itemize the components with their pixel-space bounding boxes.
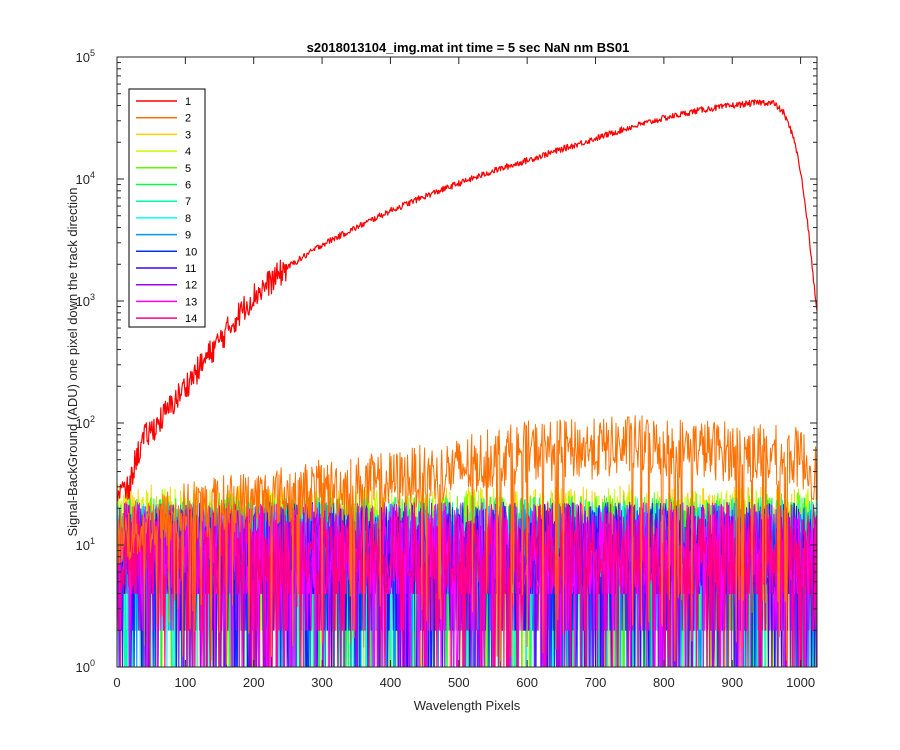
- legend-box: [128, 88, 206, 328]
- y-tick-label: 103: [76, 292, 95, 309]
- x-axis-label: Wavelength Pixels: [414, 698, 521, 713]
- y-tick-label: 102: [76, 414, 95, 431]
- legend-label-2: 2: [185, 113, 191, 125]
- legend-label-3: 3: [185, 129, 191, 141]
- x-tick-label: 700: [585, 675, 607, 690]
- series-line-1: [117, 99, 817, 502]
- x-tick-label: 1000: [786, 675, 815, 690]
- x-tick-label: 800: [653, 675, 675, 690]
- legend-label-14: 14: [185, 313, 197, 325]
- legend-label-11: 11: [185, 263, 196, 275]
- x-tick-label: 0: [113, 675, 120, 690]
- legend-label-12: 12: [185, 280, 197, 292]
- x-tick-label: 100: [175, 675, 197, 690]
- x-tick-label: 600: [516, 675, 538, 690]
- legend-label-13: 13: [185, 296, 197, 308]
- y-tick-label: 100: [76, 658, 95, 675]
- legend-label-9: 9: [185, 230, 191, 242]
- x-tick-label: 300: [311, 675, 333, 690]
- chart-title: s2018013104_img.mat int time = 5 sec NaN…: [307, 40, 630, 55]
- x-tick-label: 500: [448, 675, 470, 690]
- series-line-2: [117, 415, 817, 665]
- axes-box: [116, 56, 818, 668]
- legend-label-7: 7: [185, 196, 191, 208]
- x-tick-label: 200: [243, 675, 265, 690]
- x-tick-label: 900: [721, 675, 743, 690]
- series-line-14: [117, 501, 817, 667]
- y-tick-label: 104: [76, 170, 95, 187]
- legend-label-8: 8: [185, 213, 191, 225]
- series-layer: [117, 99, 817, 667]
- y-axis-label: Signal-BackGround (ADU) one pixel down t…: [65, 187, 80, 536]
- y-tick-label: 105: [76, 48, 95, 65]
- x-tick-label: 400: [380, 675, 402, 690]
- tick-layer: 0 100 200 300 400 500 600 700 800 900 100010010110…: [76, 48, 817, 690]
- legend-label-6: 6: [185, 180, 191, 192]
- legend-label-1: 1: [185, 96, 191, 108]
- legend-label-4: 4: [185, 146, 191, 158]
- y-tick-label: 101: [76, 536, 95, 553]
- legend-label-10: 10: [185, 246, 197, 258]
- legend-label-5: 5: [185, 163, 191, 175]
